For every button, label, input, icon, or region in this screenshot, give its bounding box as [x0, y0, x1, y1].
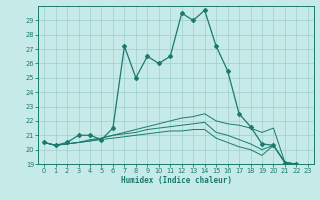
X-axis label: Humidex (Indice chaleur): Humidex (Indice chaleur) — [121, 176, 231, 185]
